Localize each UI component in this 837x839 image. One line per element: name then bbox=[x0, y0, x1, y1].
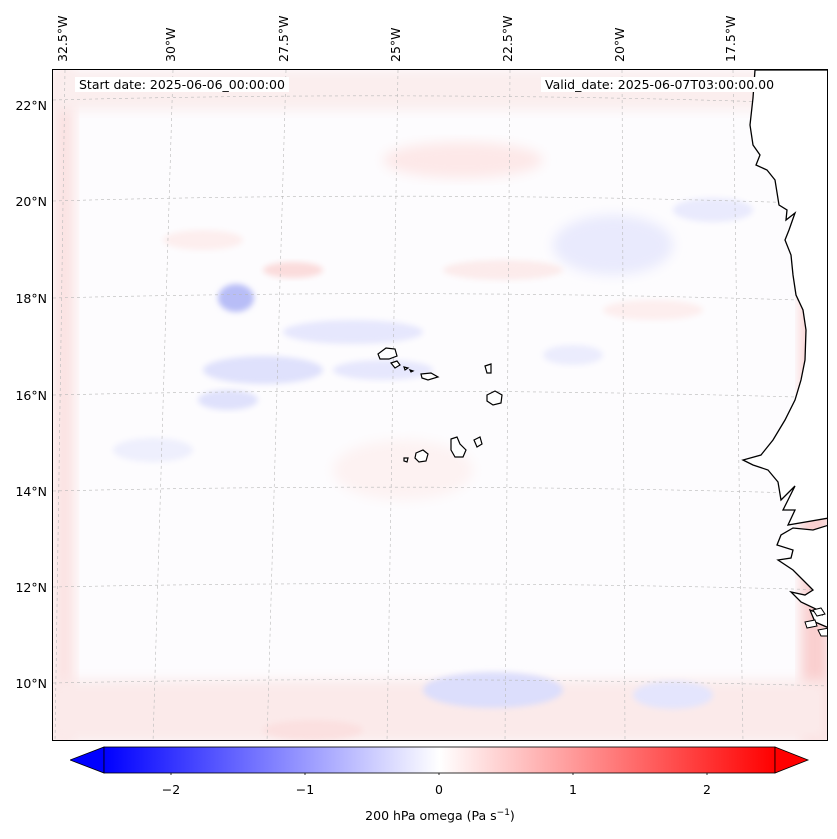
colorbar-extend-min bbox=[70, 746, 105, 774]
bissagos-islands bbox=[804, 607, 827, 637]
lat-label-18n: 18°N bbox=[15, 291, 47, 306]
colorbar-label: 200 hPa omega (Pa s−1) bbox=[365, 808, 515, 823]
lon-label-20w: 20°W bbox=[612, 27, 627, 62]
colorbar-gradient bbox=[103, 746, 776, 774]
lon-label-32.5w: 32.5°W bbox=[55, 15, 70, 62]
lat-label-20n: 20°N bbox=[15, 194, 47, 209]
lon-label-27.5w: 27.5°W bbox=[276, 15, 291, 62]
lat-label-12n: 12°N bbox=[15, 580, 47, 595]
colorbar-extend-max bbox=[774, 746, 810, 774]
gridlines bbox=[53, 70, 827, 740]
colorbar-units-prefix: (Pa s bbox=[466, 808, 497, 824]
colorbar-variable: 200 hPa omega bbox=[365, 808, 463, 824]
valid-date-label: Valid_date: 2025-06-07T03:00:00.00 bbox=[541, 77, 779, 92]
lon-label-25w: 25°W bbox=[388, 27, 403, 62]
start-date-label: Start date: 2025-06-06_00:00:00 bbox=[75, 77, 289, 92]
cape-verde-islands bbox=[377, 347, 503, 463]
lat-label-16n: 16°N bbox=[15, 388, 47, 403]
colorbar-tick-1: 1 bbox=[569, 782, 577, 797]
colorbar-tick-0: 0 bbox=[435, 782, 443, 797]
colorbar-tickmarks bbox=[170, 773, 708, 775]
lon-label-30w: 30°W bbox=[163, 27, 178, 62]
colorbar-units-exponent: −1 bbox=[496, 808, 510, 818]
map-panel[interactable] bbox=[52, 69, 828, 741]
lon-label-22.5w: 22.5°W bbox=[500, 15, 515, 62]
africa-coastline bbox=[741, 70, 827, 628]
colorbar-tick-neg1: −1 bbox=[295, 782, 315, 797]
colorbar-tick-neg2: −2 bbox=[161, 782, 181, 797]
lat-label-14n: 14°N bbox=[15, 484, 47, 499]
lat-label-22n: 22°N bbox=[15, 98, 47, 113]
colorbar-tick-2: 2 bbox=[703, 782, 711, 797]
colorbar-units-suffix: ) bbox=[509, 808, 515, 824]
colorbar bbox=[70, 746, 810, 775]
lat-label-10n: 10°N bbox=[15, 676, 47, 691]
map-canvas bbox=[53, 70, 827, 740]
lon-label-17.5w: 17.5°W bbox=[723, 15, 738, 62]
omega-field bbox=[53, 70, 827, 740]
